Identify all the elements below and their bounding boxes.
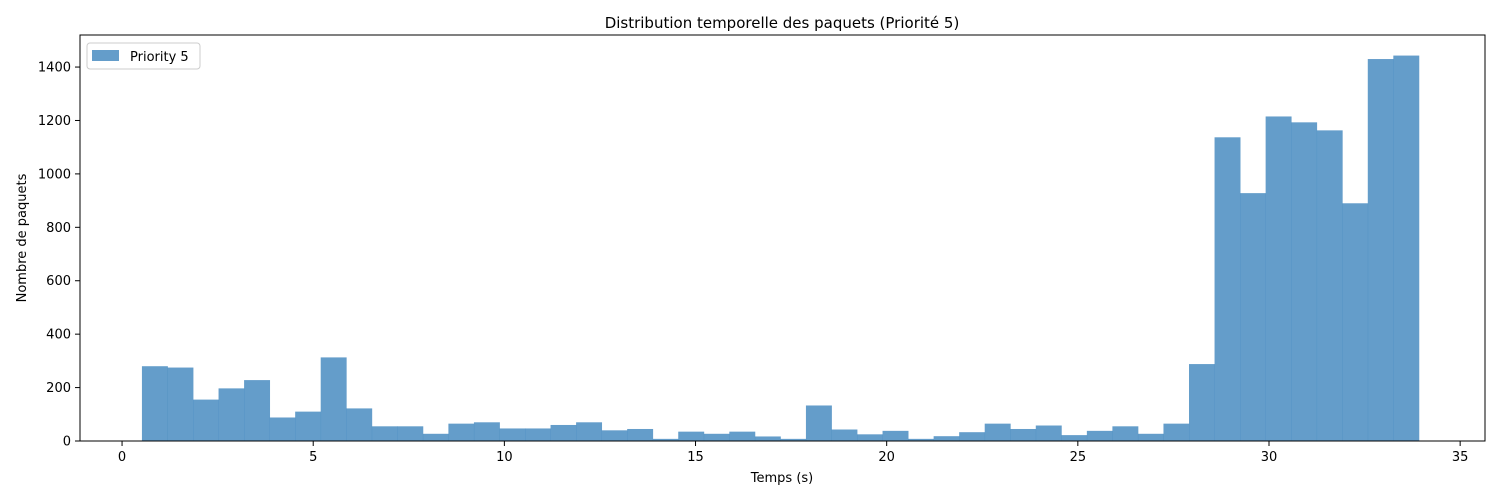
histogram-bar — [1061, 435, 1088, 441]
histogram-bar — [525, 428, 551, 441]
x-tick-label: 20 — [878, 450, 895, 465]
y-axis-title: Nombre de paquets — [15, 173, 30, 302]
histogram-bar — [1189, 364, 1215, 441]
histogram-bar — [1137, 433, 1164, 441]
histogram-bar — [346, 408, 373, 441]
histogram-bar — [397, 426, 424, 441]
histogram-bar — [882, 430, 909, 441]
histogram-bar — [857, 434, 883, 441]
x-axis-title: Temps (s) — [750, 471, 813, 486]
x-tick-label: 35 — [1452, 450, 1469, 465]
histogram-bar — [1163, 423, 1190, 441]
histogram-bar — [1367, 59, 1394, 441]
x-tick-label: 15 — [687, 450, 704, 465]
histogram-bar — [1316, 130, 1343, 442]
x-tick-label: 0 — [118, 450, 126, 465]
histogram-bar — [422, 433, 449, 441]
histogram-bar — [729, 431, 756, 441]
chart-title: Distribution temporelle des paquets (Pri… — [605, 14, 960, 32]
y-tick-label: 0 — [63, 435, 71, 450]
histogram-bar — [1393, 55, 1420, 441]
histogram-bar — [1010, 428, 1037, 441]
histogram-bar — [805, 405, 832, 441]
histogram-bar — [601, 430, 628, 441]
bars-group — [141, 55, 1420, 442]
x-tick-label: 25 — [1070, 450, 1087, 465]
histogram-bar — [295, 411, 322, 441]
histogram-bar — [1086, 430, 1113, 441]
histogram-bar — [1214, 137, 1241, 442]
x-tick-label: 30 — [1261, 450, 1278, 465]
histogram-bar — [141, 366, 168, 441]
histogram-bar — [678, 431, 705, 441]
plot-frame — [79, 34, 1486, 442]
y-tick-label: 400 — [46, 328, 71, 343]
legend-box — [86, 42, 201, 70]
histogram-bar — [703, 433, 730, 441]
histogram-bar — [780, 438, 807, 441]
histogram-bar — [1240, 193, 1267, 441]
histogram-bar — [499, 428, 526, 441]
histogram-bar — [320, 357, 347, 441]
histogram-bar — [167, 367, 194, 441]
histogram-bar — [908, 438, 935, 441]
x-axis-ticks: 0 5 10 15 20 25 30 35 — [118, 441, 1469, 465]
histogram-bar — [371, 426, 398, 441]
histogram-bar — [1112, 426, 1139, 441]
x-tick-label: 5 — [309, 450, 317, 465]
histogram-bar — [1035, 425, 1062, 441]
y-tick-label: 1200 — [38, 114, 71, 129]
histogram-bar — [984, 423, 1011, 441]
histogram-bar — [933, 436, 960, 441]
y-tick-label: 600 — [46, 274, 71, 289]
histogram-bar — [627, 428, 654, 441]
y-axis-ticks: 0 200 400 600 800 1000 1200 1400 — [38, 61, 80, 450]
histogram-bar — [576, 422, 603, 441]
histogram-bar — [959, 432, 986, 441]
histogram-bar — [550, 424, 577, 441]
y-tick-label: 200 — [46, 381, 71, 396]
histogram-bar — [193, 399, 219, 441]
histogram-bar — [1265, 116, 1292, 441]
legend: Priority 5 — [86, 42, 201, 70]
histogram-bar — [473, 422, 500, 441]
histogram-bar — [1291, 122, 1318, 441]
legend-label: Priority 5 — [130, 50, 189, 65]
histogram-bar — [448, 423, 475, 441]
histogram-bar — [831, 429, 858, 441]
legend-swatch — [92, 50, 119, 61]
y-tick-label: 800 — [46, 221, 71, 236]
histogram-bar — [269, 417, 296, 441]
histogram-bar — [754, 436, 781, 441]
histogram-bar — [218, 388, 245, 441]
x-tick-label: 10 — [496, 450, 513, 465]
histogram-bar — [1342, 203, 1369, 441]
histogram-bar — [652, 438, 679, 441]
y-tick-label: 1000 — [38, 167, 71, 182]
histogram-bar — [244, 380, 271, 441]
y-tick-label: 1400 — [38, 61, 71, 76]
